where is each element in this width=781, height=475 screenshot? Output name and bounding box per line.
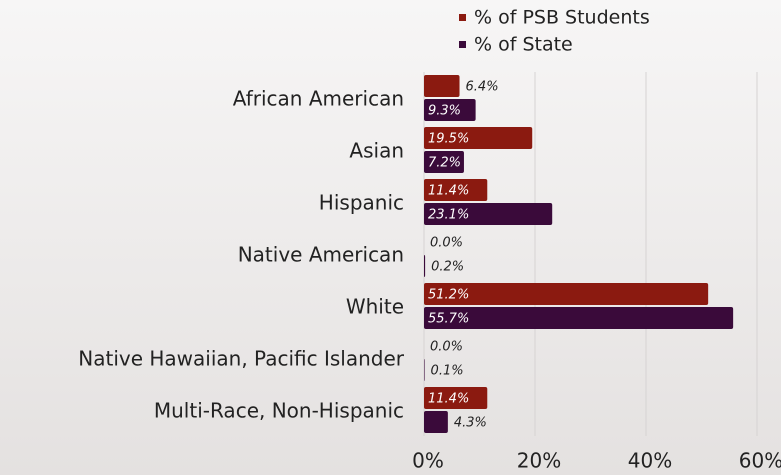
bar [424,359,425,381]
value-label: 0.0% [430,236,463,251]
y-tick-label: Asian [349,139,404,163]
y-tick-label: Native Hawaiian, Pacific Islander [78,347,405,371]
bar [424,179,488,201]
legend-swatch [459,41,466,48]
value-label: 19.5% [428,132,469,147]
value-label: 0.0% [430,340,463,355]
value-label: 7.2% [428,156,461,171]
bar [424,283,709,305]
legend-swatch [459,14,466,21]
y-tick-label: Native American [238,243,404,267]
y-tick-label: Hispanic [319,191,404,215]
value-label: 55.7% [428,312,469,327]
bar [424,151,464,173]
value-label: 51.2% [428,288,469,303]
y-tick-label: Multi-Race, Non-Hispanic [154,399,404,423]
bar [424,127,533,149]
y-tick-label: White [346,295,404,319]
value-label: 4.3% [454,416,487,431]
x-tick-label: 20% [517,449,561,473]
x-tick-label: 60% [739,449,781,473]
value-label: 23.1% [428,208,469,223]
bar [424,411,448,433]
legend-label: % of State [474,34,573,56]
bar [424,255,426,277]
bar [424,203,553,225]
value-label: 9.3% [428,104,461,119]
bar [424,307,734,329]
legend-label: % of PSB Students [474,7,650,29]
bar [424,75,460,97]
bar [424,387,488,409]
value-label: 11.4% [428,392,469,407]
y-tick-label: African American [233,87,404,111]
x-tick-label: 0% [412,449,444,473]
value-label: 11.4% [428,184,469,199]
value-label: 6.4% [466,80,499,95]
value-label: 0.1% [431,364,464,379]
x-tick-label: 40% [628,449,672,473]
value-label: 0.2% [431,260,464,275]
bar [424,99,476,121]
